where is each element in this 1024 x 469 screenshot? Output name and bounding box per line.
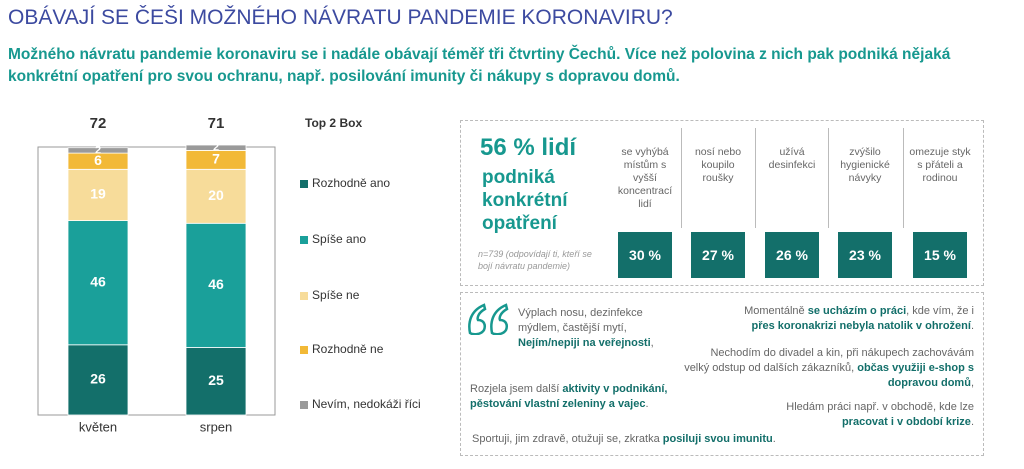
column-separator — [755, 128, 756, 228]
headline: 56 % lidí — [480, 134, 577, 161]
legend-swatch — [300, 401, 308, 409]
quote-segment: Sportuji, jim zdravě, otužuji se, zkratk… — [472, 433, 663, 445]
legend-swatch — [300, 346, 308, 354]
measure-label: zvýšilo hygienické návyky — [840, 146, 890, 184]
bar-segment — [67, 220, 129, 346]
measure-value: 30 % — [618, 232, 672, 278]
top2box-title: Top 2 Box — [305, 116, 362, 130]
bar-segment — [185, 222, 247, 348]
quote-segment: . — [970, 416, 974, 428]
bar-segment — [67, 147, 129, 154]
quote-segment: přes koronakrizi nebyla natolik v ohrože… — [751, 320, 971, 332]
value-label: 2 — [213, 142, 219, 154]
chart-frame — [37, 146, 276, 416]
quote-segment: Hledám práci např. v obchodě, kde lze — [786, 401, 974, 413]
measure-value: 26 % — [765, 232, 819, 278]
quote-segment: Výplach nosu, dezinfekce mýdlem, častějš… — [518, 307, 643, 334]
quote: Hledám práci např. v obchodě, kde lze pr… — [754, 400, 974, 430]
measure-value: 23 % — [838, 232, 892, 278]
legend-label: Rozhodně ne — [312, 342, 384, 356]
x-tick-label: srpen — [200, 419, 233, 434]
quote-segment: pracovat i v období krize — [841, 416, 971, 428]
quote-segment: Nechodím do divadel a kin, při nákupech … — [684, 347, 974, 374]
quote: Výplach nosu, dezinfekce mýdlem, častějš… — [518, 306, 678, 351]
column-separator — [828, 128, 829, 228]
quote-segment: občas využiji e-shop s dopravou domů — [857, 362, 974, 389]
page-title: OBÁVAJÍ SE ČEŠI MOŽNÉHO NÁVRATU PANDEMIE… — [8, 6, 673, 29]
column-separator — [681, 128, 682, 228]
top2box-value: 71 — [208, 115, 225, 132]
measure-label: užívá desinfekci — [768, 146, 816, 171]
quote-segment: Nejím/nepiji na veřejnosti — [518, 337, 651, 349]
quote-segment: . — [645, 398, 649, 410]
quote-segment: , — [970, 377, 974, 389]
measure-value: 27 % — [691, 232, 745, 278]
quotes-panel — [460, 292, 984, 456]
quote-segment: , — [650, 337, 654, 349]
value-label: 25 — [208, 372, 224, 388]
value-label: 46 — [208, 276, 224, 292]
legend-label: Nevím, nedokáži říci — [312, 397, 421, 411]
measure-label: omezuje styk s přáteli a rodinou — [909, 146, 971, 184]
sample-note: n=739 (odpovídají ti, kteří se bojí návr… — [478, 249, 592, 271]
legend-swatch — [300, 236, 308, 244]
quote: Nechodím do divadel a kin, při nákupech … — [684, 346, 974, 391]
legend-swatch — [300, 292, 308, 300]
bar-segment — [185, 144, 247, 151]
column-separator — [903, 128, 904, 228]
value-label: 7 — [212, 151, 220, 167]
legend-label: Spíše ne — [312, 288, 360, 302]
value-label: 19 — [90, 186, 106, 202]
measure-value: 15 % — [913, 232, 967, 278]
page-subtitle: Možného návratu pandemie koronaviru se i… — [8, 46, 951, 85]
measure-label: se vyhýbá místům s vyšší koncentrací lid… — [617, 146, 673, 210]
quote-glyph — [468, 303, 509, 335]
quote-segment: . — [970, 320, 974, 332]
quote-segment: posiluji svou imunitu — [662, 433, 773, 445]
value-label: 46 — [90, 273, 106, 289]
legend-swatch — [300, 180, 308, 188]
quote: Rozjela jsem další aktivity v podnikání,… — [470, 382, 685, 412]
legend-label: Spíše ano — [312, 232, 366, 246]
measure-label: nosí nebo koupilo roušky — [694, 146, 742, 184]
value-label: 26 — [90, 371, 106, 387]
quote-segment: Rozjela jsem další — [470, 383, 563, 395]
x-tick-label: květen — [79, 419, 117, 434]
legend-label: Rozhodně ano — [312, 176, 390, 190]
quote-segment: , kde vím, že i — [906, 305, 974, 317]
value-label: 6 — [94, 152, 102, 168]
quote: Momentálně se ucházím o práci, kde vím, … — [724, 304, 974, 334]
top2box-value: 72 — [90, 115, 107, 132]
value-label: 2 — [95, 144, 101, 156]
bar-segment — [185, 168, 247, 224]
value-label: 20 — [208, 187, 224, 203]
quote-segment: Momentálně — [744, 305, 808, 317]
quote: Sportuji, jim zdravě, otužuji se, zkratk… — [472, 432, 832, 447]
bar-segment — [185, 347, 247, 416]
quote-segment: . — [772, 433, 776, 445]
chart: Top 2 Box 26461962květen7225462072srpen7… — [37, 115, 421, 434]
quote-icon — [468, 303, 509, 335]
quote-segment: se ucházím o práci — [807, 305, 907, 317]
headline-text: podniká konkrétní opatření — [482, 167, 568, 234]
measures-panel — [460, 120, 984, 286]
quote-segment: aktivity v podnikání, pěstování vlastní … — [470, 383, 668, 410]
